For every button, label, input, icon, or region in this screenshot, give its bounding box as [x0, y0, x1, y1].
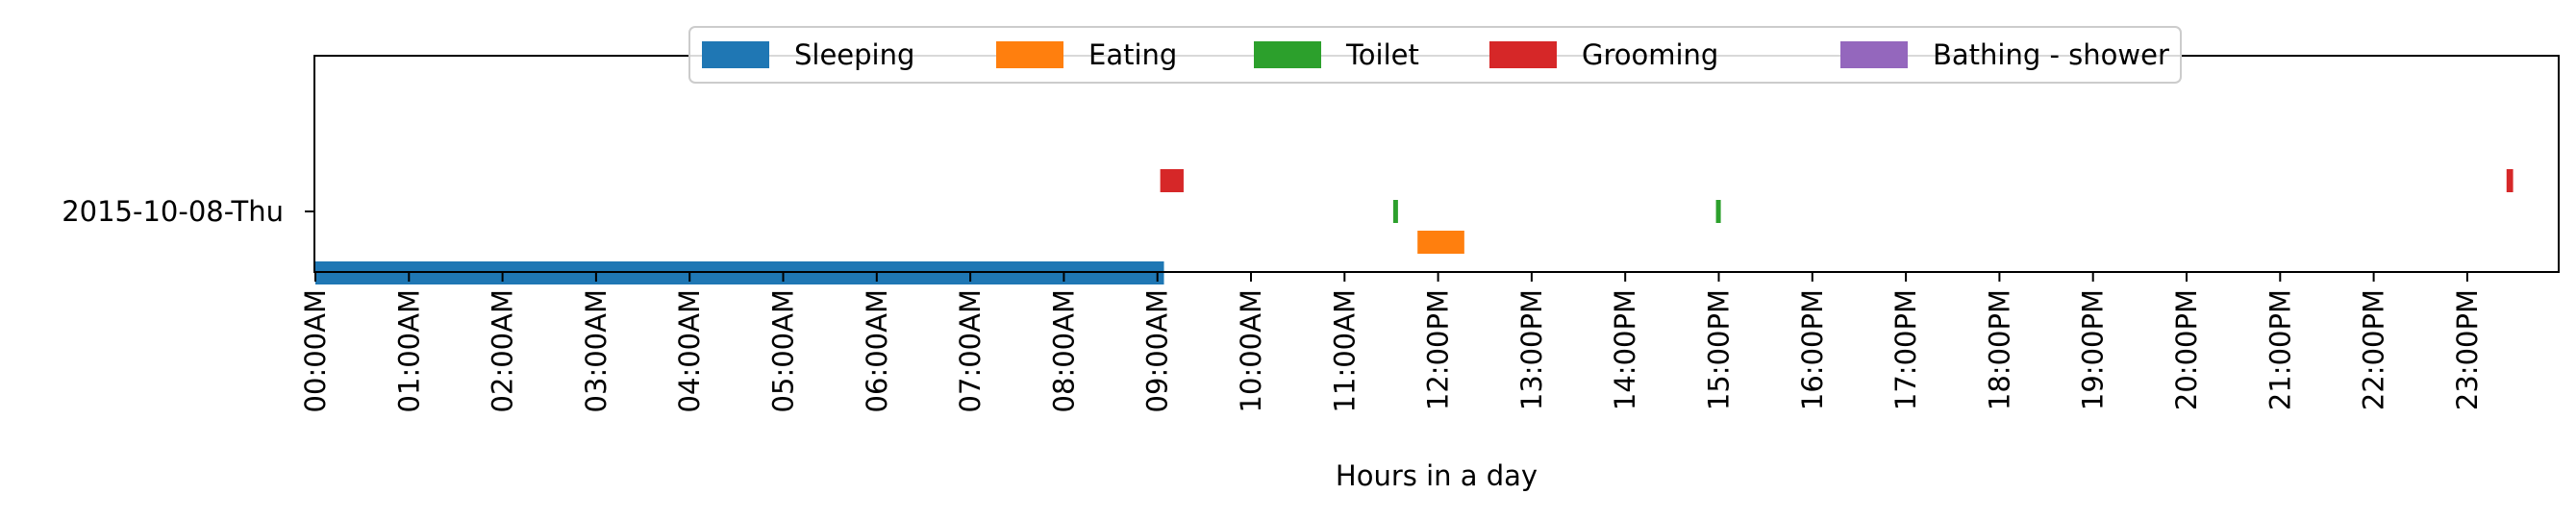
bars-layer — [315, 169, 2513, 284]
legend-entry-eating: Eating — [996, 38, 1177, 71]
y-axis: 2015-10-08-Thu — [62, 195, 314, 228]
legend-label: Toilet — [1345, 38, 1419, 71]
x-tick-label: 02:00AM — [487, 289, 519, 412]
x-tick-label: 03:00AM — [580, 289, 613, 412]
legend-swatch — [1840, 41, 1908, 68]
x-tick-label: 09:00AM — [1141, 289, 1174, 412]
x-tick-label: 15:00PM — [1703, 289, 1736, 410]
x-tick-label: 06:00AM — [861, 289, 893, 412]
y-tick-label: 2015-10-08-Thu — [62, 195, 284, 228]
legend-box — [688, 26, 2182, 84]
legend-label: Bathing - shower — [1933, 38, 2169, 71]
event-bar-eating-3 — [1417, 231, 1464, 254]
x-tick-label: 00:00AM — [299, 289, 332, 412]
x-tick-label: 17:00PM — [1889, 289, 1922, 410]
x-tick-label: 07:00AM — [954, 289, 987, 412]
x-axis: 00:00AM 01:00AM 02:00AM 03:00AM 04:00AM 05:00… — [299, 272, 2484, 412]
legend-entry-toilet: Toilet — [1254, 38, 1419, 71]
x-tick-label: 08:00AM — [1047, 289, 1080, 412]
x-tick-label: 16:00PM — [1796, 289, 1829, 410]
x-tick-label: 21:00PM — [2263, 289, 2296, 410]
legend-entry-sleeping: Sleeping — [702, 38, 914, 71]
event-bar-toilet-4 — [1715, 200, 1721, 223]
legend-swatch — [702, 41, 769, 68]
x-tick-label: 22:00PM — [2358, 289, 2390, 410]
legend-label: Grooming — [1582, 38, 1718, 71]
legend-swatch — [1489, 41, 1557, 68]
x-tick-label: 10:00AM — [1235, 289, 1267, 412]
legend: Sleeping Eating Toilet Grooming Bathing - sh… — [688, 26, 2182, 84]
x-tick-label: 20:00PM — [2170, 289, 2203, 410]
event-bar-grooming-5 — [2506, 169, 2513, 192]
x-tick-label: 18:00PM — [1983, 289, 2015, 410]
x-tick-label: 19:00PM — [2077, 289, 2110, 410]
x-tick-label: 13:00PM — [1515, 289, 1548, 410]
event-bar-grooming-1 — [1160, 169, 1184, 192]
legend-swatch — [996, 41, 1063, 68]
legend-label: Sleeping — [794, 38, 914, 71]
x-tick-label: 23:00PM — [2451, 289, 2484, 410]
x-tick-label: 01:00AM — [392, 289, 425, 412]
x-tick-label: 11:00AM — [1328, 289, 1361, 412]
legend-swatch — [1254, 41, 1321, 68]
x-tick-label: 04:00AM — [673, 289, 706, 412]
event-bar-toilet-2 — [1392, 200, 1398, 223]
x-tick-label: 12:00PM — [1422, 289, 1455, 410]
legend-label: Eating — [1088, 38, 1177, 71]
x-tick-label: 05:00AM — [767, 289, 800, 412]
legend-entry-bathing-shower: Bathing - shower — [1840, 38, 2169, 71]
x-axis-label: Hours in a day — [1336, 459, 1538, 492]
x-tick-label: 14:00PM — [1609, 289, 1641, 410]
legend-entry-grooming: Grooming — [1489, 38, 1718, 71]
